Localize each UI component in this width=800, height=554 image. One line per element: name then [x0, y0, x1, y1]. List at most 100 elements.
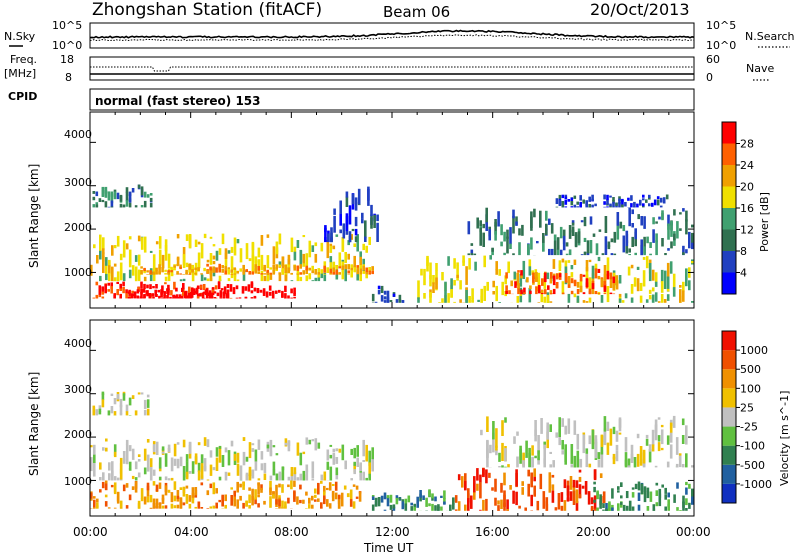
power-cell [154, 289, 157, 295]
velocity-cell [188, 503, 192, 509]
velocity-cell [146, 399, 150, 408]
power-cell [245, 269, 248, 273]
power-cell [266, 270, 270, 282]
velocity-cell [377, 497, 381, 507]
velocity-cell [251, 469, 255, 479]
power-cell [244, 297, 248, 299]
velocity-cell [149, 508, 153, 509]
velocity-cell [651, 429, 655, 446]
power-cell [242, 270, 245, 275]
velocity-cell [615, 430, 619, 442]
velocity-cell [305, 437, 309, 445]
power-cell [652, 229, 655, 243]
velocity-cell [501, 442, 504, 461]
power-cell [211, 287, 215, 290]
power-cell [354, 197, 358, 211]
power-cell [293, 251, 297, 261]
velocity-cell [221, 455, 225, 467]
velocity-cell [524, 507, 527, 511]
power-cell [335, 271, 338, 275]
power-cell [365, 267, 368, 274]
power-cell [420, 268, 423, 276]
velocity-cb-label-0: 1000 [740, 344, 768, 357]
power-cell [456, 274, 459, 278]
power-cell [615, 275, 619, 286]
velocity-cb-label-5: -100 [740, 440, 765, 453]
power-cell [444, 295, 447, 303]
power-cell [155, 267, 158, 271]
power-cell [272, 246, 276, 265]
power-cell [105, 273, 108, 281]
power-cell [594, 268, 598, 279]
velocity-cell [618, 419, 622, 432]
power-cell [268, 285, 272, 291]
power-cell [152, 254, 156, 273]
power-cell [573, 280, 577, 287]
power-cell [260, 235, 264, 246]
velocity-cell [675, 463, 679, 468]
noise-panel: N.Sky 10^5 10^0 10^5 10^0 N.Search [4, 19, 795, 52]
velocity-cell [287, 484, 290, 488]
power-cell [558, 199, 562, 206]
velocity-cell [305, 491, 308, 496]
velocity-cell [476, 468, 479, 481]
velocity-cell [503, 502, 506, 511]
velocity-cell [275, 499, 278, 505]
power-cell [537, 276, 541, 292]
power-cell [661, 238, 664, 247]
velocity-cell [152, 469, 156, 476]
velocity-cell [155, 441, 159, 455]
power-cell [233, 273, 237, 282]
power-cell [561, 292, 565, 295]
velocity-cell [667, 492, 670, 498]
power-cell [373, 214, 376, 228]
velocity-cell [452, 499, 455, 505]
velocity-cb-label-3: 25 [740, 401, 754, 414]
power-cell [654, 272, 658, 283]
power-cell [579, 274, 583, 279]
power-cell [271, 290, 275, 294]
velocity-cell [605, 503, 608, 511]
velocity-cell [563, 479, 567, 489]
velocity-cell [500, 499, 503, 509]
power-cell [594, 263, 598, 270]
velocity-cell [191, 495, 195, 504]
velocity-cell [152, 481, 156, 486]
power-cell [603, 265, 607, 282]
velocity-cell [221, 494, 224, 506]
velocity-cell [631, 487, 635, 490]
power-cell [619, 221, 623, 229]
power-cell [203, 277, 207, 281]
velocity-cell [209, 506, 213, 509]
velocity-cell [236, 452, 240, 463]
velocity-cell [691, 465, 694, 468]
power-cell [154, 293, 157, 297]
power-cell [269, 273, 273, 280]
velocity-cell [161, 446, 165, 451]
power-cell [116, 192, 120, 200]
power-cell [330, 227, 333, 243]
power-cell [495, 261, 498, 271]
power-cell [365, 245, 368, 253]
power-cell [271, 291, 275, 297]
power-cell [329, 243, 333, 248]
power-cell [528, 287, 532, 303]
velocity-cell [182, 439, 186, 448]
velocity-cell [266, 444, 270, 449]
power-cell [226, 289, 230, 294]
velocity-cell [688, 483, 691, 489]
power-cell [356, 270, 359, 281]
power-cell [576, 201, 579, 205]
power-cell [359, 274, 362, 282]
velocity-cell [233, 453, 237, 461]
velocity-cell [500, 482, 503, 493]
velocity-cell [609, 428, 613, 446]
power-cell [655, 240, 658, 256]
velocity-cell [401, 499, 405, 502]
power-cell [639, 295, 643, 303]
power-cell [293, 293, 296, 297]
velocity-cell [185, 485, 189, 489]
power-cell [269, 272, 272, 275]
velocity-cell [299, 452, 303, 466]
